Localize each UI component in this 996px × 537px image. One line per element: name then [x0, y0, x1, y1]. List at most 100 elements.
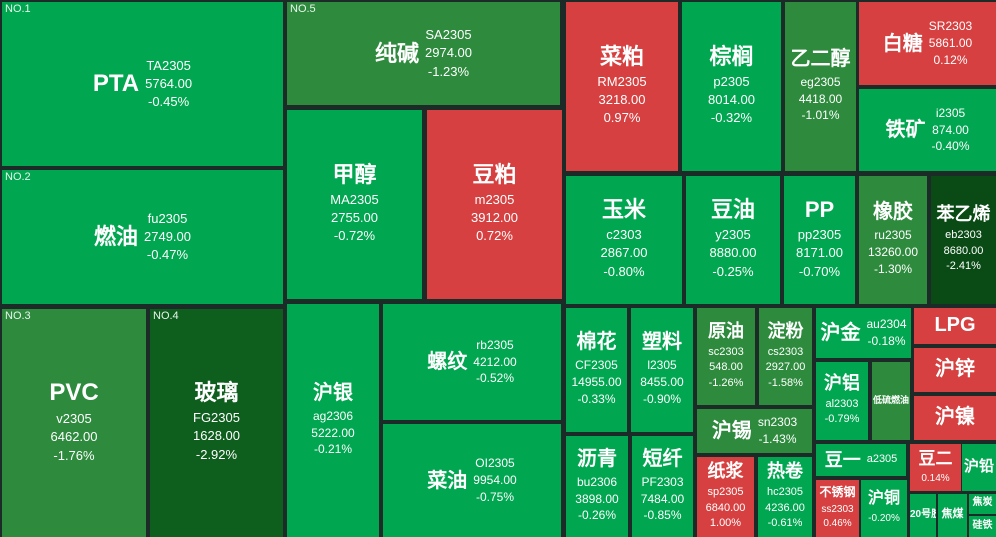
treemap-tile[interactable]: NO.5 纯碱 SA2305 2974.00 -1.23%: [287, 2, 560, 105]
contract-price: 2755.00: [331, 209, 378, 225]
contract-info: 0.14%: [910, 472, 961, 486]
contract-info: TA2305 5764.00 -0.45%: [145, 57, 192, 112]
treemap-tile[interactable]: NO.3 PVC v2305 6462.00 -1.76%: [2, 309, 146, 537]
treemap-tile[interactable]: 乙二醇 eg2305 4418.00 -1.01%: [785, 2, 856, 171]
treemap-tile[interactable]: 菜粕 RM2305 3218.00 0.97%: [566, 2, 678, 171]
treemap-tile[interactable]: 棉花 CF2305 14955.00 -0.33%: [566, 308, 627, 432]
contract-price: 8680.00: [943, 244, 984, 257]
contract-name: 20号胶: [910, 508, 936, 520]
contract-info: c2303 2867.00 -0.80%: [566, 226, 682, 281]
contract-name: 棕榈: [709, 43, 754, 69]
contract-code: p2305: [713, 73, 750, 89]
contract-info: ss2303 0.46%: [816, 503, 859, 531]
treemap-tile[interactable]: 纸浆 sp2305 6840.00 1.00%: [697, 457, 754, 537]
treemap-tile[interactable]: 豆二 0.14%: [910, 444, 961, 491]
treemap-tile[interactable]: 铁矿 i2305 874.00 -0.40%: [859, 89, 996, 171]
treemap-tile[interactable]: 白糖 SR2303 5861.00 0.12%: [859, 2, 996, 85]
contract-change: -0.80%: [603, 263, 645, 279]
contract-code: sp2305: [707, 486, 744, 499]
contract-change: -1.43%: [758, 431, 797, 446]
treemap-tile[interactable]: 焦煤: [938, 494, 967, 537]
treemap-tile[interactable]: 焦炭: [969, 494, 996, 514]
treemap-tile[interactable]: 短纤 PF2303 7484.00 -0.85%: [632, 436, 693, 537]
treemap-tile[interactable]: 低硫燃油: [872, 362, 910, 440]
contract-code: sc2303: [708, 345, 744, 358]
contract-code: OI2305: [475, 456, 515, 471]
contract-code: cs2303: [767, 345, 804, 358]
treemap-tile[interactable]: 沪银 ag2306 5222.00 -0.21%: [287, 304, 379, 537]
contract-info: pp2305 8171.00 -0.70%: [784, 226, 855, 281]
contract-info: i2305 874.00 -0.40%: [931, 105, 969, 155]
treemap-tile[interactable]: NO.1 PTA TA2305 5764.00 -0.45%: [2, 2, 283, 166]
contract-price: 8455.00: [640, 375, 684, 390]
contract-info: m2305 3912.00 0.72%: [427, 191, 562, 246]
treemap-tile[interactable]: 淀粉 cs2303 2927.00 -1.58%: [759, 308, 812, 405]
treemap-tile[interactable]: 橡胶 ru2305 13260.00 -1.30%: [859, 176, 927, 304]
treemap-tile[interactable]: PP pp2305 8171.00 -0.70%: [784, 176, 855, 304]
contract-name: 低硫燃油: [872, 394, 909, 405]
contract-price: 5764.00: [145, 75, 193, 91]
contract-name: 焦炭: [972, 497, 993, 508]
treemap-tile[interactable]: 螺纹 rb2305 4212.00 -0.52%: [383, 304, 561, 420]
treemap-tile[interactable]: 豆粕 m2305 3912.00 0.72%: [427, 110, 562, 299]
treemap-tile[interactable]: 沥青 bu2306 3898.00 -0.26%: [566, 436, 628, 537]
treemap-tile[interactable]: 沪铝 al2303 -0.79%: [816, 362, 868, 440]
contract-info: eg2305 4418.00 -1.01%: [785, 74, 856, 124]
contract-change: -0.72%: [333, 228, 376, 244]
contract-code: eb2303: [945, 229, 982, 242]
contract-code: l2305: [647, 358, 677, 373]
treemap-tile[interactable]: 玉米 c2303 2867.00 -0.80%: [566, 176, 682, 304]
treemap-tile[interactable]: 甲醇 MA2305 2755.00 -0.72%: [287, 110, 422, 299]
contract-info: ag2306 5222.00 -0.21%: [287, 408, 379, 458]
treemap-tile[interactable]: 菜油 OI2305 9954.00 -0.75%: [383, 424, 561, 537]
treemap-tile[interactable]: 20号胶: [910, 494, 936, 537]
contract-info: al2303 -0.79%: [816, 397, 868, 428]
contract-info: MA2305 2755.00 -0.72%: [287, 191, 422, 246]
contract-info: ru2305 13260.00 -1.30%: [859, 227, 927, 277]
contract-code: au2304: [866, 317, 907, 332]
contract-code: al2303: [825, 398, 859, 411]
contract-name: 沪铝: [824, 373, 860, 394]
contract-change: -0.70%: [798, 263, 841, 279]
contract-info: OI2305 9954.00 -0.75%: [473, 455, 516, 505]
treemap-tile[interactable]: 塑料 l2305 8455.00 -0.90%: [631, 308, 693, 432]
contract-name: 螺纹: [427, 351, 468, 373]
treemap-tile[interactable]: 苯乙烯 eb2303 8680.00 -2.41%: [931, 176, 996, 304]
treemap-tile[interactable]: 不锈钢 ss2303 0.46%: [816, 480, 859, 537]
rank-label: NO.3: [5, 310, 31, 322]
contract-code: MA2305: [330, 191, 379, 207]
treemap-tile[interactable]: 豆一 a2305: [816, 444, 906, 476]
contract-info: rb2305 4212.00 -0.52%: [473, 337, 516, 387]
treemap-tile[interactable]: NO.4 玻璃 FG2305 1628.00 -2.92%: [150, 309, 283, 537]
contract-name: 豆粕: [472, 161, 517, 187]
treemap-tile[interactable]: 沪金 au2304 -0.18%: [816, 308, 911, 358]
contract-code: ag2306: [312, 408, 354, 423]
contract-name: LPG: [934, 314, 976, 336]
contract-change: -0.32%: [710, 110, 753, 126]
treemap-tile[interactable]: 原油 sc2303 548.00 -1.26%: [697, 308, 755, 405]
contract-info: SA2305 2974.00 -1.23%: [425, 26, 472, 81]
contract-code: FG2305: [193, 410, 240, 426]
treemap-tile[interactable]: 沪锡 sn2303 -1.43%: [697, 409, 812, 453]
contract-code: c2303: [606, 227, 642, 243]
treemap-tile[interactable]: NO.2 燃油 fu2305 2749.00 -0.47%: [2, 170, 283, 304]
contract-price: 2974.00: [425, 45, 472, 61]
treemap-tile[interactable]: 硅铁: [969, 516, 996, 537]
contract-change: 0.14%: [921, 472, 950, 484]
treemap-tile[interactable]: 棕榈 p2305 8014.00 -0.32%: [682, 2, 781, 171]
treemap-tile[interactable]: 沪铜 -0.20%: [861, 480, 907, 537]
treemap-tile[interactable]: 沪铅: [962, 444, 996, 491]
contract-code: m2305: [474, 191, 515, 207]
treemap-tile[interactable]: LPG: [914, 308, 996, 344]
contract-info: CF2305 14955.00 -0.33%: [566, 357, 627, 407]
treemap-tile[interactable]: 豆油 y2305 8880.00 -0.25%: [686, 176, 780, 304]
contract-name: 白糖: [882, 32, 923, 55]
contract-code: ss2303: [821, 504, 854, 515]
contract-change: -1.26%: [708, 376, 744, 389]
treemap-tile[interactable]: 沪镍: [914, 396, 996, 440]
contract-name: 塑料: [642, 331, 682, 354]
treemap-tile[interactable]: 热卷 hc2305 4236.00 -0.61%: [758, 457, 812, 537]
contract-price: 1628.00: [193, 428, 240, 444]
treemap-tile[interactable]: 沪锌: [914, 348, 996, 392]
contract-change: -0.18%: [867, 333, 906, 348]
